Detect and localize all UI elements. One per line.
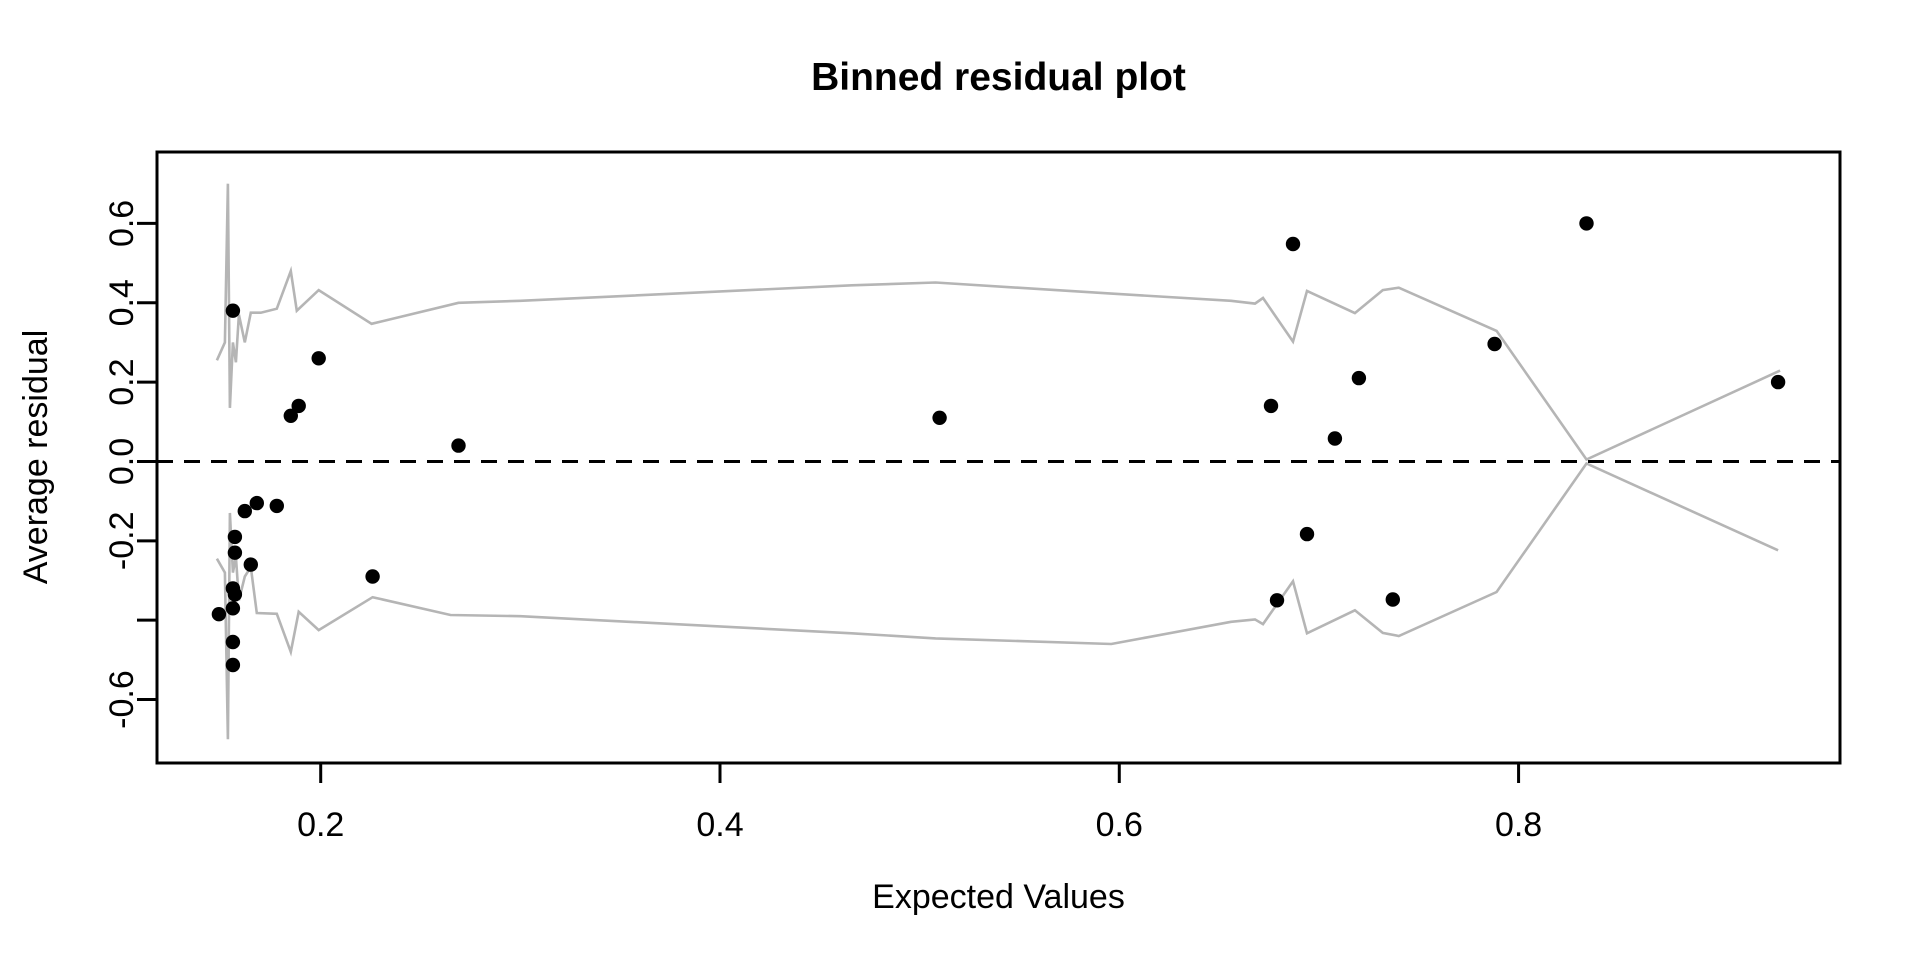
data-point — [451, 438, 466, 453]
x-tick-label: 0.6 — [1096, 806, 1143, 844]
data-point — [225, 303, 241, 318]
x-axis-title: Expected Values — [872, 878, 1125, 916]
data-point — [1327, 431, 1343, 446]
data-point — [1385, 592, 1401, 607]
data-point — [225, 601, 241, 616]
confidence-band-upper — [215, 183, 1781, 462]
data-point — [227, 587, 243, 602]
data-point — [227, 545, 243, 560]
x-tick-label: 0.2 — [297, 806, 344, 844]
data-point — [311, 351, 326, 366]
y-tick-label: -0.2 — [103, 512, 141, 571]
y-tick-label: 0.2 — [103, 358, 141, 405]
chart-title: Binned residual plot — [811, 56, 1186, 99]
data-point — [365, 569, 380, 584]
data-point — [1285, 236, 1301, 252]
data-point — [225, 634, 241, 650]
plot-box — [155, 150, 1842, 765]
x-tick-label: 0.8 — [1495, 806, 1542, 844]
data-point — [283, 408, 298, 423]
y-tick-label: -0.6 — [103, 670, 141, 729]
confidence-band-lower — [215, 461, 1779, 740]
data-point — [1269, 593, 1285, 608]
data-point — [237, 503, 252, 519]
y-tick-label: 0.6 — [103, 200, 141, 247]
data-point — [211, 607, 227, 622]
data-point — [1770, 374, 1786, 390]
data-point — [1487, 336, 1502, 352]
data-point — [1263, 398, 1279, 414]
data-point — [249, 495, 264, 511]
y-tick-label: 0.0 — [103, 438, 141, 485]
data-point — [227, 529, 243, 545]
data-point — [243, 557, 258, 572]
data-point — [1579, 216, 1594, 231]
data-point — [932, 410, 947, 425]
y-tick-label: 0.4 — [103, 279, 141, 326]
data-point — [1299, 526, 1315, 542]
data-point — [1351, 370, 1367, 386]
data-point — [269, 498, 284, 514]
x-tick-label: 0.4 — [696, 806, 743, 844]
data-point — [225, 657, 241, 673]
data-point — [291, 398, 306, 414]
